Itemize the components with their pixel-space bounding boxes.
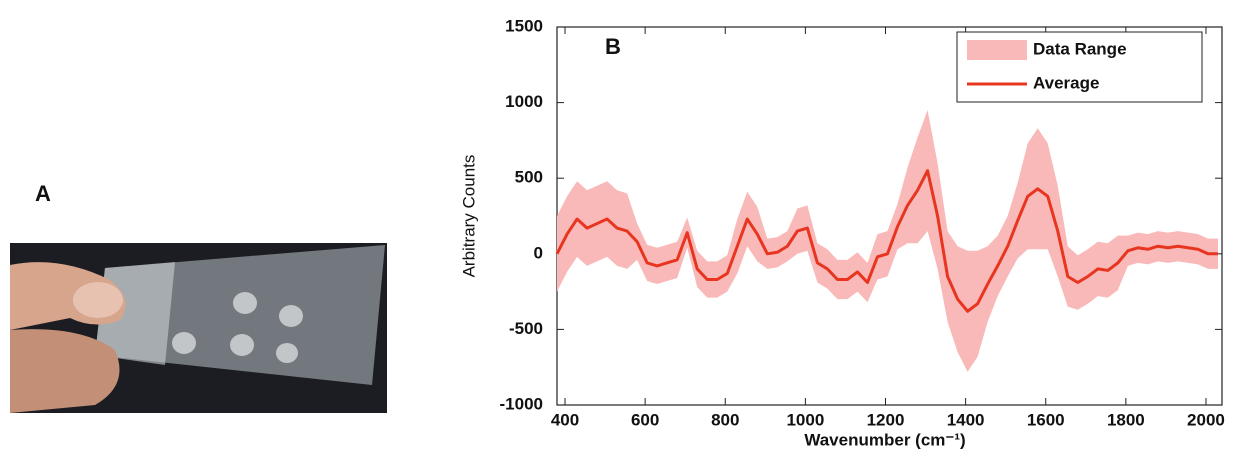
legend-swatch xyxy=(967,40,1027,60)
x-tick-label: 600 xyxy=(631,410,659,429)
x-tick-label: 1000 xyxy=(786,410,824,429)
y-axis-label: Arbitrary Counts xyxy=(459,155,478,278)
y-tick-label: 500 xyxy=(515,168,543,187)
x-tick-label: 1600 xyxy=(1027,410,1065,429)
legend-label: Data Range xyxy=(1033,39,1127,58)
y-tick-label: 0 xyxy=(534,243,543,262)
photo xyxy=(10,243,387,413)
legend-label: Average xyxy=(1033,73,1099,92)
y-tick-label: 1000 xyxy=(505,92,543,111)
average-line xyxy=(555,169,1218,313)
panel-label: A xyxy=(35,181,51,206)
y-tick-label: 1500 xyxy=(505,16,543,35)
y-tick-label: -500 xyxy=(509,319,543,338)
y-tick-label: -1000 xyxy=(500,394,543,413)
panel-label: B xyxy=(605,34,621,59)
x-tick-label: 800 xyxy=(711,410,739,429)
x-axis-label: Wavenumber (cm⁻¹) xyxy=(804,430,965,449)
x-tick-label: 1800 xyxy=(1107,410,1145,429)
x-tick-label: 1400 xyxy=(947,410,985,429)
x-tick-label: 1200 xyxy=(867,410,905,429)
data-range xyxy=(557,110,1218,372)
x-tick-label: 400 xyxy=(551,410,579,429)
x-tick-label: 2000 xyxy=(1187,410,1225,429)
